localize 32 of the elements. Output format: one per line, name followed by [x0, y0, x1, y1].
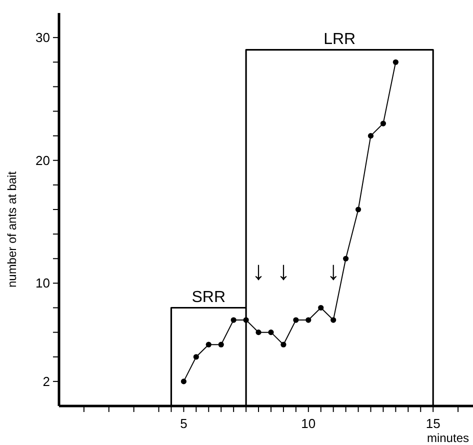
point — [206, 342, 212, 348]
point — [280, 342, 286, 348]
annotation: ↓ — [252, 256, 266, 286]
point — [243, 317, 249, 323]
point — [306, 317, 312, 323]
point — [368, 133, 374, 139]
point — [293, 317, 299, 323]
point — [256, 330, 262, 336]
x-tick-label: 15 — [426, 416, 440, 431]
point — [193, 354, 199, 360]
point — [218, 342, 224, 348]
x-tick-label: 5 — [180, 416, 188, 431]
point — [318, 304, 324, 311]
point — [230, 317, 236, 323]
x-axis-title: minutes — [426, 431, 469, 445]
point — [392, 59, 398, 65]
point — [343, 256, 349, 262]
point — [355, 206, 362, 212]
y-axis-title: number of ants at bait — [5, 170, 19, 288]
point — [380, 120, 386, 126]
x-tick-label: 10 — [301, 416, 316, 431]
annotation: ↓ — [326, 256, 340, 286]
y-tick-label: 30 — [36, 30, 50, 46]
point — [330, 317, 336, 323]
annotation: SRR — [192, 288, 226, 306]
annotation: ↓ — [276, 256, 290, 286]
point — [268, 330, 274, 336]
point — [180, 378, 186, 384]
annotation: LRR — [324, 30, 356, 48]
y-tick-label: 20 — [36, 152, 50, 168]
y-tick-label: 2 — [42, 374, 50, 389]
y-tick-label: 10 — [36, 276, 50, 291]
